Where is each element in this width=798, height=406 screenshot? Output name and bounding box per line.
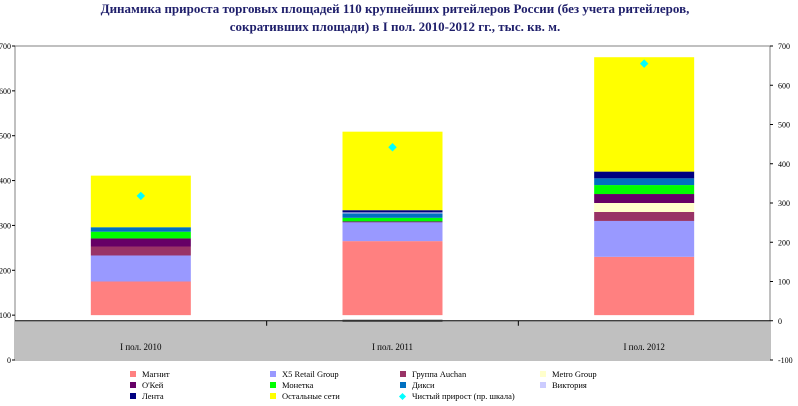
bar-segment xyxy=(594,171,695,179)
plot-floor xyxy=(15,320,770,360)
chart-title-line-2: сокративших площади) в I пол. 2010-2012 … xyxy=(229,19,561,34)
bar-segment xyxy=(90,255,191,282)
right-axis-tick-label: 0 xyxy=(778,317,782,326)
bar-segment xyxy=(90,246,191,256)
right-axis-tick-label: 700 xyxy=(778,42,790,51)
bar-segment xyxy=(342,222,443,242)
bar-segment xyxy=(594,220,695,257)
legend-swatch xyxy=(270,393,276,399)
bar-segment xyxy=(594,178,695,186)
chart-title-line-1: Динамика прироста торговых площадей 110 … xyxy=(100,1,690,16)
legend-label: Metro Group xyxy=(552,369,597,379)
bar-segment xyxy=(342,241,443,316)
left-axis-tick-label: 700 xyxy=(0,42,11,51)
legend-label: Чистый прирост (пр. шкала) xyxy=(412,391,515,401)
legend-label: Виктория xyxy=(552,380,587,390)
legend-label: Группа Auchan xyxy=(412,369,467,379)
bar-segment xyxy=(90,175,191,228)
right-axis-tick-label: -100 xyxy=(778,356,793,365)
bar-segment xyxy=(342,213,443,218)
right-axis-tick-label: 400 xyxy=(778,160,790,169)
legend-swatch xyxy=(130,382,136,388)
legend-swatch xyxy=(270,382,276,388)
legend-label: Остальные сети xyxy=(282,391,340,401)
legend-swatch xyxy=(540,371,546,377)
left-axis-tick-label: 300 xyxy=(0,221,11,230)
category-label: I пол. 2011 xyxy=(372,342,413,352)
legend-label: X5 Retail Group xyxy=(282,369,339,379)
bar-segment xyxy=(90,238,191,247)
legend-label: Лента xyxy=(142,391,164,401)
bar-segment xyxy=(342,210,443,213)
right-axis-tick-label: 300 xyxy=(778,199,790,208)
bar-segment xyxy=(594,57,695,172)
chart-title: Динамика прироста торговых площадей 110 … xyxy=(60,0,730,36)
bar-segment xyxy=(342,212,443,214)
right-axis-tick-label: 600 xyxy=(778,81,790,90)
bar-segment xyxy=(90,281,191,316)
left-axis-tick-label: 500 xyxy=(0,132,11,141)
bar-segment xyxy=(594,203,695,212)
left-axis-tick-label: 600 xyxy=(0,87,11,96)
right-axis-tick-label: 100 xyxy=(778,278,790,287)
bar-segment xyxy=(594,185,695,195)
right-axis-tick-label: 200 xyxy=(778,238,790,247)
legend-swatch xyxy=(400,382,406,388)
legend-label: О'Кей xyxy=(142,380,164,390)
left-axis-tick-label: 100 xyxy=(0,311,11,320)
net-growth-marker xyxy=(388,143,397,152)
bar-segment xyxy=(342,221,443,223)
category-label: I пол. 2010 xyxy=(120,342,162,352)
legend-label: Монетка xyxy=(282,380,314,390)
bar-segment xyxy=(90,227,191,232)
bar-base-line xyxy=(342,319,443,322)
bar-segment xyxy=(594,211,695,221)
left-axis-tick-label: 0 xyxy=(7,356,11,365)
bar-segment xyxy=(342,217,443,222)
bar-segment xyxy=(594,256,695,316)
right-axis-tick-label: 500 xyxy=(778,121,790,130)
legend-swatch xyxy=(270,371,276,377)
left-axis-tick-label: 200 xyxy=(0,266,11,275)
category-label: I пол. 2012 xyxy=(623,342,664,352)
left-axis-tick-label: 400 xyxy=(0,177,11,186)
bar-segment xyxy=(90,231,191,239)
legend-label: Дикси xyxy=(412,380,435,390)
net-growth-marker xyxy=(136,191,146,201)
legend-label: Магнит xyxy=(142,369,170,379)
bar-segment xyxy=(594,194,695,203)
legend-swatch xyxy=(540,382,546,388)
legend-swatch xyxy=(130,371,136,377)
legend-swatch xyxy=(400,371,406,377)
legend-swatch xyxy=(130,393,136,399)
